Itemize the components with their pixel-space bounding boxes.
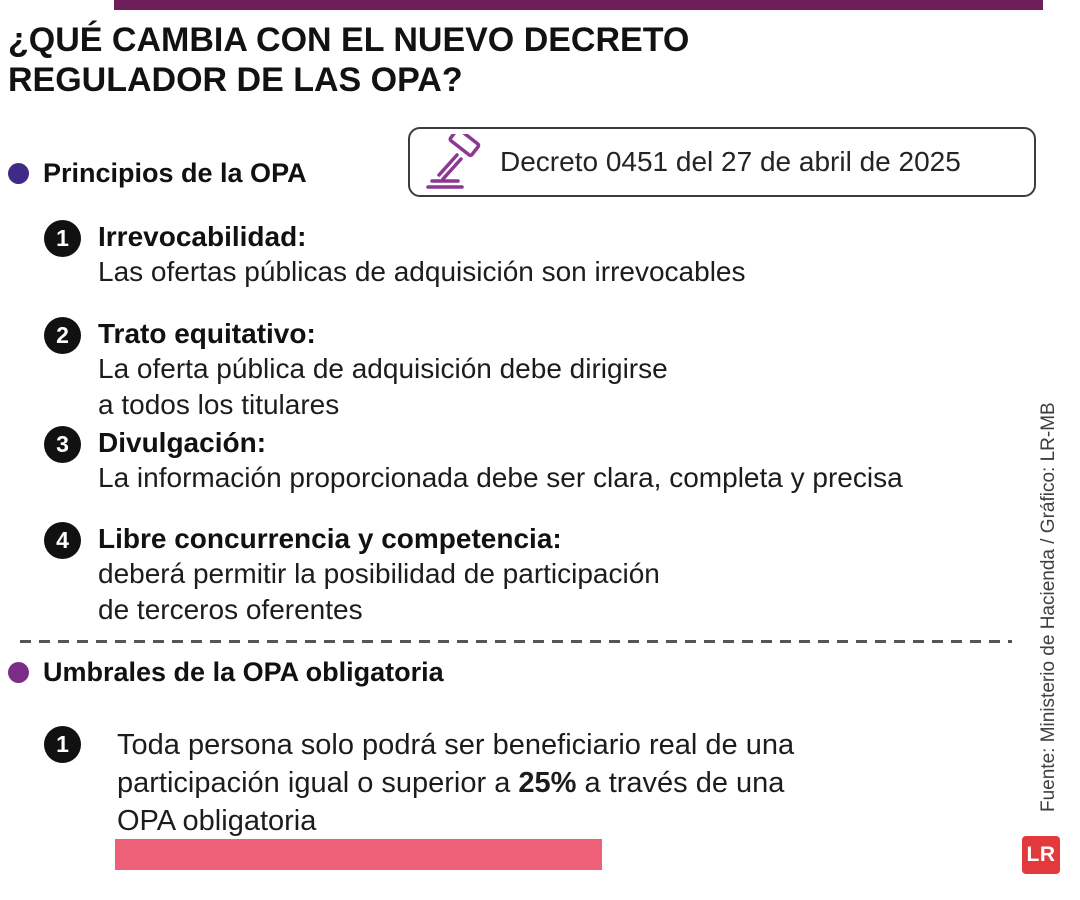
item-heading: Irrevocabilidad: [98,221,307,252]
item-heading: Divulgación: [98,427,267,458]
item-line: Las ofertas públicas de adquisición son … [98,256,746,287]
item-number-badge: 1 [44,726,81,763]
item-line: deberá permitir la posibilidad de partic… [98,558,660,589]
item-line: Toda persona solo podrá ser beneficiario… [117,729,795,761]
title-line-2: REGULADOR DE LAS OPA? [8,61,463,99]
section-umbrales-header: Umbrales de la OPA obligatoria [8,657,444,688]
item-text: Toda persona solo podrá ser beneficiario… [117,726,794,840]
item-number-badge: 4 [44,522,81,559]
principio-item-4: 4 Libre concurrencia y competencia: debe… [44,522,660,628]
item-line: La información proporcionada debe ser cl… [98,462,903,493]
source-credit: Fuente: Ministerio de Hacienda / Gráfico… [1038,402,1059,812]
section-bullet-icon [8,163,29,184]
item-number-badge: 2 [44,317,81,354]
item-line: a todos los titulares [98,389,340,420]
umbral-item-1: 1 Toda persona solo podrá ser beneficiar… [44,726,794,840]
top-accent-bar [114,0,1043,10]
principio-item-2: 2 Trato equitativo: La oferta pública de… [44,317,668,423]
item-text: Irrevocabilidad: Las ofertas públicas de… [98,220,746,290]
line-segment: participación igual o superior a [117,767,519,799]
item-number-badge: 3 [44,426,81,463]
item-text: Libre concurrencia y competencia: deberá… [98,522,660,628]
page-title: ¿QUÉ CAMBIA CON EL NUEVO DECRETO REGULAD… [8,20,689,100]
item-heading: Trato equitativo: [98,318,316,349]
principio-item-3: 3 Divulgación: La información proporcion… [44,426,903,496]
decree-label: Decreto 0451 del 27 de abril de 2025 [500,146,961,177]
item-heading: Libre concurrencia y competencia: [98,523,562,554]
item-number-badge: 1 [44,220,81,257]
item-line: La oferta pública de adquisición debe di… [98,353,668,384]
item-text: Trato equitativo: La oferta pública de a… [98,317,668,423]
item-text: Divulgación: La información proporcionad… [98,426,903,496]
section-bullet-icon [8,662,29,683]
gavel-icon [424,134,482,190]
section-principios-title: Principios de la OPA [43,158,307,188]
item-line: OPA obligatoria [117,805,317,837]
item-line: de terceros oferentes [98,594,363,625]
lr-logo: LR [1022,836,1060,874]
decree-box: Decreto 0451 del 27 de abril de 2025 [408,127,1036,197]
dashed-divider [20,640,1012,643]
bold-percentage: 25% [518,767,577,799]
item-line: participación igual o superior a 25% a t… [117,764,794,802]
title-line-1: ¿QUÉ CAMBIA CON EL NUEVO DECRETO [8,21,690,59]
line-segment: a través de una [576,767,785,799]
section-umbrales-title: Umbrales de la OPA obligatoria [43,657,444,687]
highlight-bar [115,839,602,870]
section-principios-header: Principios de la OPA [8,158,307,189]
principio-item-1: 1 Irrevocabilidad: Las ofertas públicas … [44,220,746,290]
